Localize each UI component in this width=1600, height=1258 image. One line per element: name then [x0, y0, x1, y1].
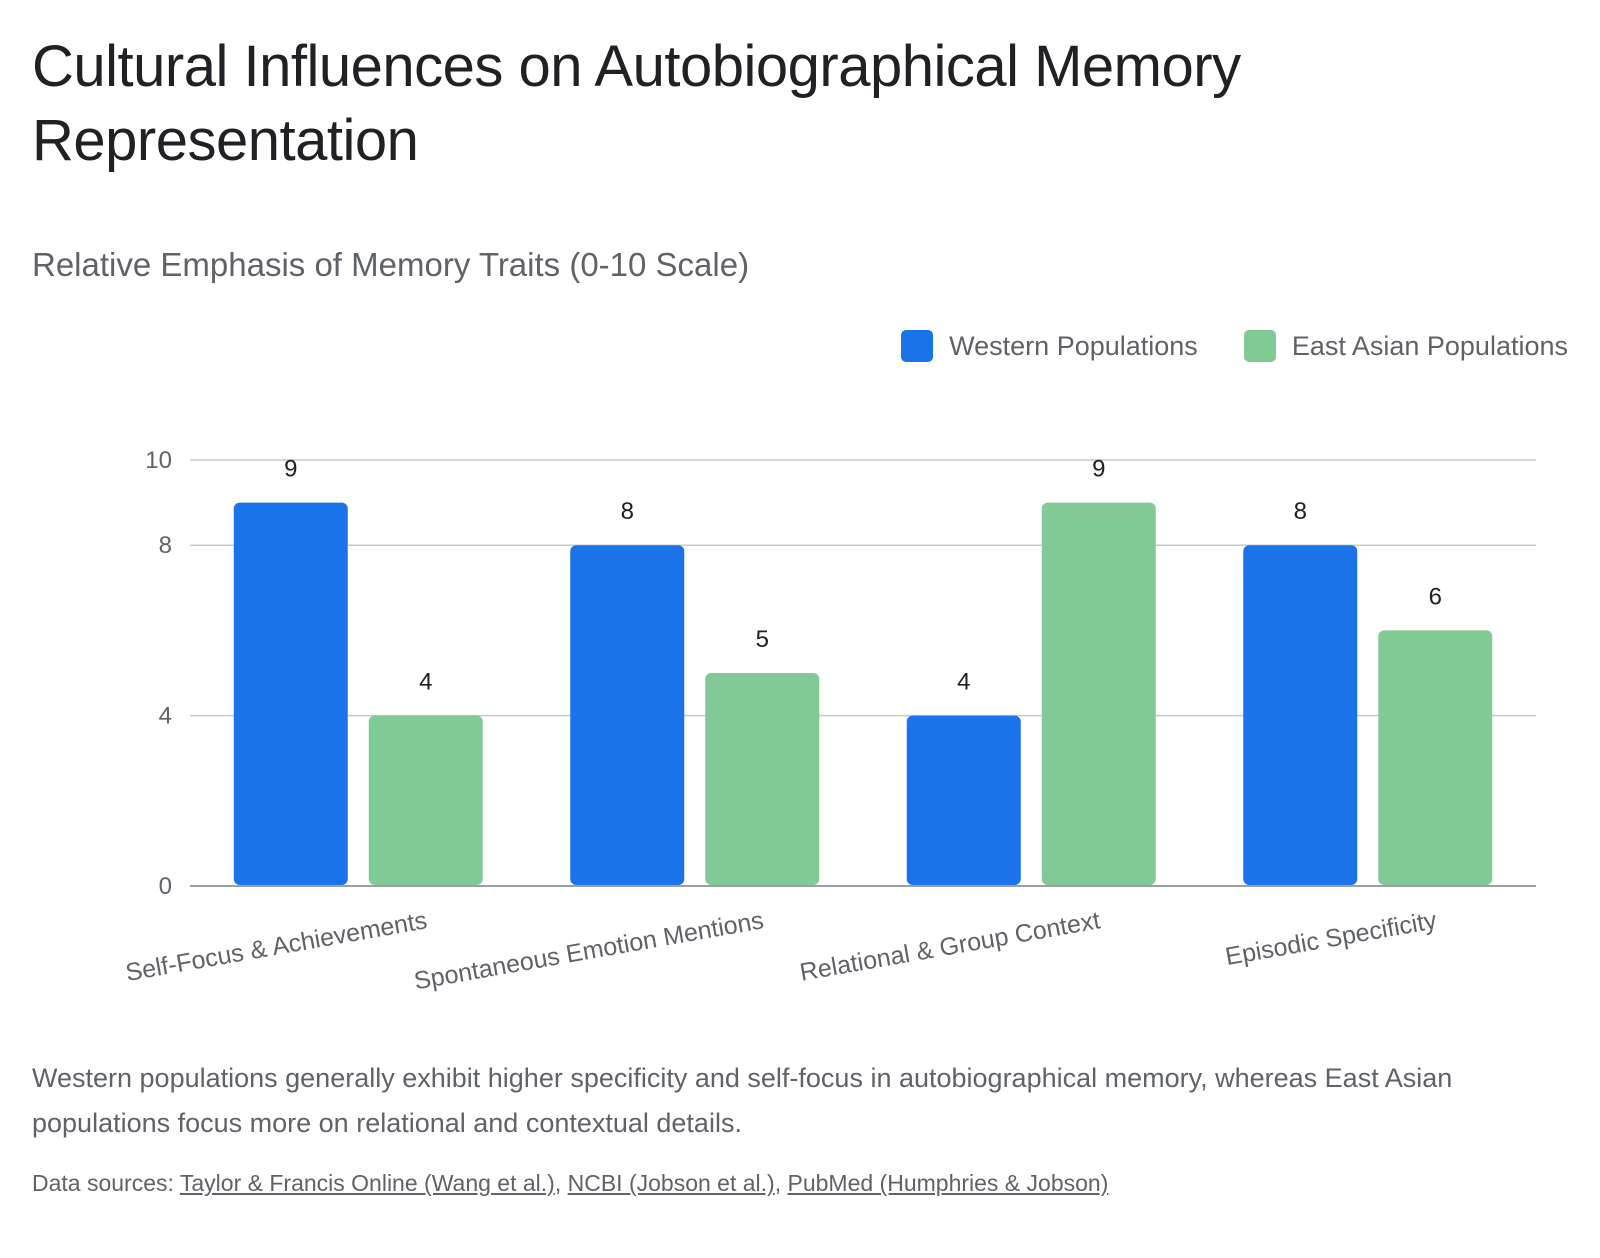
bar	[705, 673, 820, 885]
bar	[233, 502, 348, 885]
sources-separator: ,	[554, 1170, 562, 1196]
bar	[1041, 502, 1156, 885]
sources-prefix: Data sources:	[32, 1170, 174, 1196]
chart-legend: Western Populations East Asian Populatio…	[855, 330, 1568, 362]
y-tick-label: 4	[159, 703, 172, 730]
data-label: 9	[284, 456, 297, 483]
bar	[1378, 630, 1493, 885]
data-sources: Data sources: Taylor & Francis Online (W…	[32, 1170, 1108, 1197]
data-label: 8	[1294, 498, 1307, 525]
page-title: Cultural Influences on Autobiographical …	[32, 34, 1241, 173]
source-link-pubmed[interactable]: PubMed (Humphries & Jobson)	[787, 1170, 1109, 1196]
bar	[368, 715, 483, 885]
x-category-label: Episodic Specificity	[1223, 906, 1439, 971]
y-tick-label: 0	[159, 873, 172, 900]
y-tick-label: 8	[159, 532, 172, 559]
x-category-label: Self-Focus & Achievements	[123, 906, 429, 987]
data-label: 8	[621, 498, 634, 525]
y-tick-label: 10	[145, 447, 172, 474]
chart-title: Relative Emphasis of Memory Traits (0-10…	[32, 246, 750, 283]
legend-label-western: Western Populations	[949, 330, 1198, 361]
sources-separator: ,	[774, 1170, 782, 1196]
data-label: 5	[756, 626, 769, 653]
x-category-label: Relational & Group Context	[798, 906, 1103, 986]
legend-label-east-asian: East Asian Populations	[1291, 330, 1568, 361]
legend-swatch-east-asian	[1243, 330, 1276, 362]
x-category-label: Spontaneous Emotion Mentions	[412, 906, 766, 995]
source-link-ncbi[interactable]: NCBI (Jobson et al.)	[567, 1170, 775, 1196]
legend-item-western: Western Populations	[901, 330, 1198, 362]
data-label: 4	[957, 669, 970, 696]
bar	[1243, 545, 1358, 885]
source-link-taylor-francis[interactable]: Taylor & Francis Online (Wang et al.)	[179, 1170, 555, 1196]
legend-swatch-western	[901, 330, 934, 362]
data-label: 9	[1092, 456, 1105, 483]
bar-chart: 0 4 8 10 9 4 Self-Focus & Achievements 8 5 Sponta…	[123, 447, 1536, 995]
data-label: 4	[419, 669, 432, 696]
legend-item-east-asian: East Asian Populations	[1243, 330, 1568, 362]
data-label: 6	[1429, 583, 1442, 610]
chart-description: Western populations generally exhibit hi…	[32, 1063, 1453, 1138]
bar	[570, 545, 685, 885]
bar	[906, 715, 1021, 885]
